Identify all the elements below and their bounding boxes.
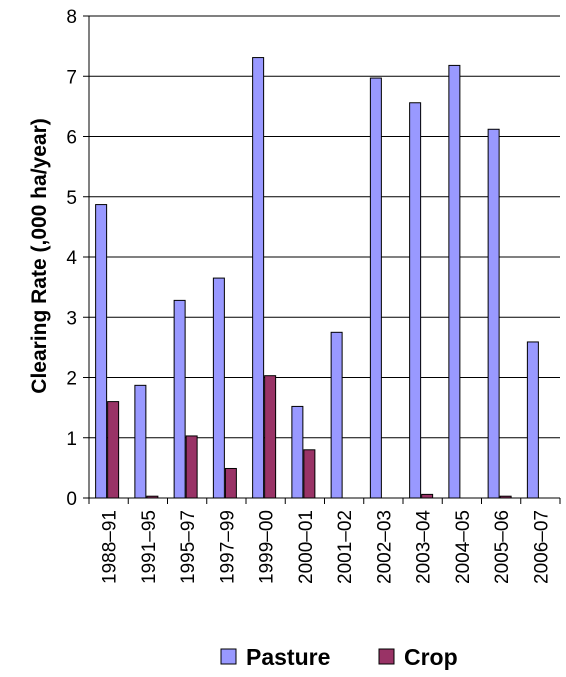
bar-pasture [487, 128, 500, 499]
bar-pasture [173, 299, 186, 499]
x-tick-label: 2003–04 [414, 510, 435, 584]
x-tick-labels: 1988–91 1991–95 1995–97 1997–99 1999–00 2000–… [100, 510, 553, 584]
x-tick-label: 2002–03 [374, 510, 395, 584]
legend-swatch-pasture [220, 648, 237, 665]
y-tick-label: 5 [66, 188, 77, 209]
y-tick-label: 7 [66, 67, 77, 88]
x-tick-label: 2001–02 [335, 510, 356, 584]
y-tick-label: 2 [66, 369, 77, 390]
x-tick-label: 1991–95 [139, 510, 160, 584]
bar-pasture [448, 64, 461, 499]
x-tick-label: 1988–91 [100, 510, 121, 584]
legend: Pasture Crop [220, 644, 458, 670]
bar-crop [264, 375, 277, 499]
y-tick-label: 1 [66, 429, 77, 450]
legend-label-pasture: Pasture [246, 644, 330, 670]
bar-pasture [330, 331, 343, 499]
x-tick-label: 2000–01 [296, 510, 317, 584]
legend-swatch-crop [378, 648, 395, 665]
x-tick-label: 1999–00 [257, 510, 278, 584]
bar-crop [185, 435, 198, 499]
bar-pasture [134, 384, 147, 499]
y-tick-labels: 0 1 2 3 4 5 6 7 8 [66, 7, 77, 510]
y-tick-label: 3 [66, 308, 77, 329]
x-tick-label: 1995–97 [178, 510, 199, 584]
bar-pasture [291, 405, 304, 499]
x-tick-label: 1997–99 [217, 510, 238, 584]
legend-label-crop: Crop [404, 644, 458, 670]
bar-pasture [526, 341, 539, 499]
y-axis-title: Clearing Rate (,000 ha/year) [28, 118, 51, 393]
bar-pasture [409, 102, 422, 499]
bar-pasture [369, 77, 382, 499]
bar-crop [107, 401, 120, 499]
bar-crop [224, 467, 237, 499]
x-tick-label: 2005–06 [492, 510, 513, 584]
y-tick-label: 4 [66, 248, 77, 269]
bar-crop [421, 493, 434, 499]
gridlines [89, 15, 560, 439]
y-tick-label: 0 [66, 489, 77, 510]
x-tick-label: 2006–07 [531, 510, 552, 584]
axes [83, 15, 561, 504]
bar-pasture [95, 204, 108, 499]
y-tick-label: 6 [66, 128, 77, 149]
y-tick-label: 8 [66, 7, 77, 28]
bar-crop [303, 449, 316, 499]
bar-pasture [252, 57, 265, 499]
bars [95, 57, 539, 499]
bar-pasture [212, 277, 225, 499]
x-tick-label: 2004–05 [453, 510, 474, 584]
